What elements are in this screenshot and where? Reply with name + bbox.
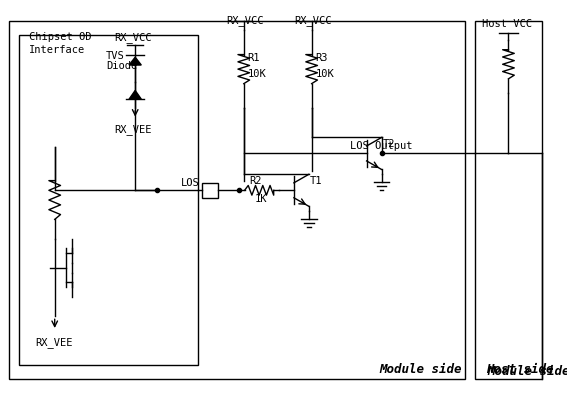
Text: T1: T1 [310, 176, 323, 186]
Text: Host VCC: Host VCC [483, 20, 532, 30]
Text: Diode: Diode [106, 61, 137, 71]
Text: Chipset OD: Chipset OD [28, 32, 91, 42]
Text: RX_VCC: RX_VCC [226, 16, 264, 26]
Polygon shape [129, 57, 141, 65]
Text: Module side: Module side [379, 362, 462, 376]
Text: T2: T2 [383, 139, 395, 149]
Text: RX_VCC: RX_VCC [294, 16, 332, 26]
Text: RX_VEE: RX_VEE [35, 338, 73, 348]
Text: LOS Output: LOS Output [350, 141, 413, 151]
Text: Host side: Host side [486, 362, 553, 376]
Text: RX_VCC: RX_VCC [114, 32, 151, 43]
Text: R1: R1 [248, 53, 260, 63]
Text: Interface: Interface [28, 45, 85, 55]
Bar [9, 21, 465, 379]
Text: LOS: LOS [181, 178, 200, 188]
Bar [19, 35, 198, 365]
Text: 10K: 10K [248, 69, 266, 79]
Text: Module side: Module side [487, 364, 567, 378]
Text: R3: R3 [315, 53, 328, 63]
Polygon shape [129, 90, 141, 99]
Bar [202, 182, 218, 198]
Text: 10K: 10K [315, 69, 335, 79]
Text: 1K: 1K [254, 194, 267, 204]
Text: RX_VEE: RX_VEE [114, 124, 151, 135]
Text: TVS: TVS [106, 51, 125, 61]
Text: R2: R2 [249, 176, 262, 186]
Bar [475, 21, 543, 379]
